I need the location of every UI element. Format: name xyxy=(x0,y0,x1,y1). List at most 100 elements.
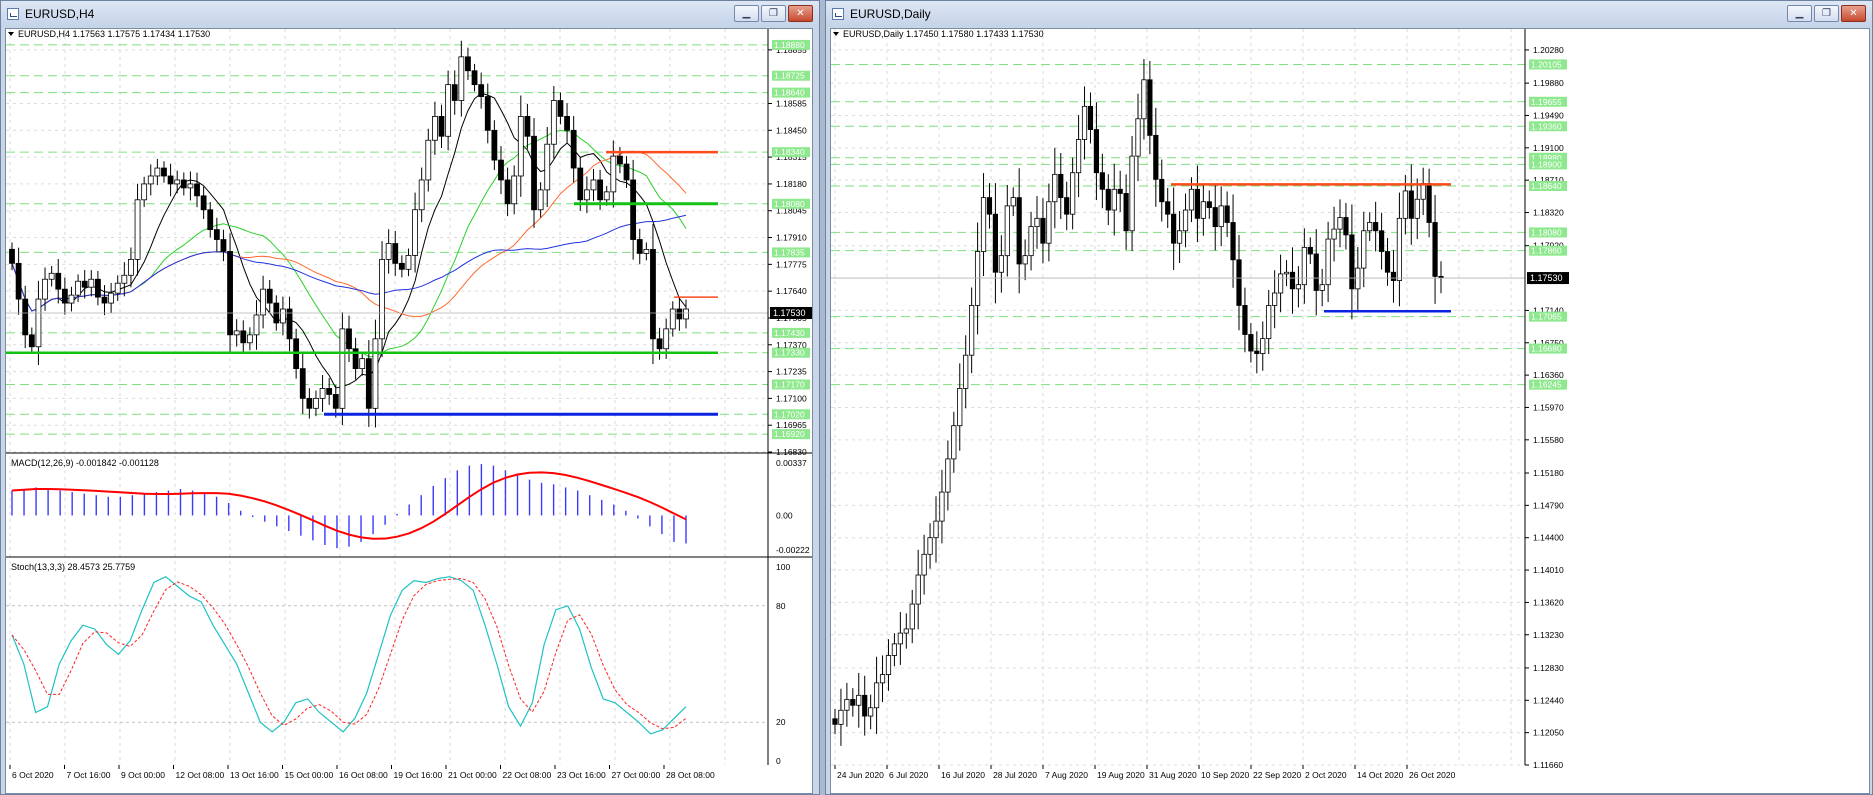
level-label: 1.18900 xyxy=(1531,159,1562,169)
close-button[interactable]: ✕ xyxy=(788,5,813,22)
candle-body xyxy=(48,272,55,280)
candle-body xyxy=(583,189,590,201)
level-label-box xyxy=(1529,379,1567,390)
price-tick-label: 1.19490 xyxy=(1533,110,1564,120)
time-label: 10 Sep 2020 xyxy=(1201,770,1249,780)
right-title-bar[interactable]: EURUSD,Daily ▁ ❐ ✕ xyxy=(826,1,1872,27)
minimize-button[interactable]: ▁ xyxy=(1787,5,1812,22)
level-label: 1.16680 xyxy=(1531,344,1562,354)
candle-body xyxy=(9,248,15,264)
candle-body xyxy=(1010,197,1016,207)
right-chart-area[interactable]: 1.20280 1.19880 1.19490 1.19100 1.18710 1.183… xyxy=(830,28,1870,794)
candle-body xyxy=(498,159,504,181)
macd-tick-label: -0.00222 xyxy=(776,545,810,555)
stoch-tick-label: 20 xyxy=(776,717,786,727)
candle-body xyxy=(1361,230,1367,269)
candle-body xyxy=(570,129,577,169)
price-tick-label: 1.18045 xyxy=(776,206,807,216)
close-button[interactable]: ✕ xyxy=(1841,5,1866,22)
level-label-box xyxy=(772,147,810,158)
level-label: 1.19655 xyxy=(1531,97,1562,107)
daily-chart-svg[interactable]: 1.20280 1.19880 1.19490 1.19100 1.18710 1.183… xyxy=(831,29,1870,794)
stoch-tick-label: 80 xyxy=(776,601,786,611)
candle-body xyxy=(915,574,921,605)
candle-body xyxy=(81,280,88,288)
candle-body xyxy=(42,278,48,300)
h4-chart-svg[interactable]: 1.188551.185851.184501.183151.181801.180… xyxy=(6,29,813,794)
candle-body xyxy=(974,251,981,306)
candle-body xyxy=(1384,251,1391,273)
right-chart-window[interactable]: EURUSD,Daily ▁ ❐ ✕ 1.20280 1.19880 1.19490… xyxy=(825,0,1873,795)
candle-body xyxy=(392,243,399,264)
candle-body xyxy=(1105,188,1111,211)
candle-body xyxy=(630,179,637,240)
stoch-tick-label: 100 xyxy=(776,562,790,572)
candle-body xyxy=(233,330,240,336)
candle-body xyxy=(425,139,432,181)
price-tick-label: 1.13230 xyxy=(1533,630,1564,640)
candle-body xyxy=(1277,273,1284,294)
price-tick-label: 1.20280 xyxy=(1533,45,1564,55)
level-label-box xyxy=(1529,245,1567,256)
candle-body xyxy=(359,358,366,369)
time-label: 26 Oct 2020 xyxy=(1409,770,1456,780)
time-label: 28 Jul 2020 xyxy=(993,770,1037,780)
candle-body xyxy=(1301,246,1307,286)
candle-body xyxy=(246,334,253,344)
time-label: 19 Aug 2020 xyxy=(1097,770,1145,780)
candle-body xyxy=(957,387,963,427)
candle-body xyxy=(1266,305,1272,340)
candle-body xyxy=(903,628,909,634)
left-title-bar[interactable]: EURUSD,H4 ▁ ❐ ✕ xyxy=(1,1,819,27)
restore-button[interactable]: ❐ xyxy=(1814,5,1839,22)
candle-body xyxy=(1289,271,1296,290)
restore-button[interactable]: ❐ xyxy=(761,5,786,22)
candle-body xyxy=(154,167,161,177)
candle-body xyxy=(1355,267,1361,290)
candle-body xyxy=(623,163,630,181)
price-tick-label: 1.14790 xyxy=(1533,500,1564,510)
candle-body xyxy=(885,655,892,675)
candle-body xyxy=(55,272,62,290)
candle-body xyxy=(1337,217,1343,230)
minimize-button[interactable]: ▁ xyxy=(734,5,759,22)
price-tick-label: 1.18320 xyxy=(1533,208,1564,218)
candle-body xyxy=(1390,271,1397,281)
candle-body xyxy=(832,718,838,725)
candle-body xyxy=(998,255,1004,273)
candle-body xyxy=(856,694,862,706)
price-tick-label: 1.17100 xyxy=(776,393,807,403)
candle-body xyxy=(339,328,346,409)
candle-body xyxy=(891,643,898,656)
time-label: 21 Oct 00:00 xyxy=(448,770,497,780)
candle-body xyxy=(544,143,551,191)
candle-body xyxy=(332,394,339,409)
price-tick-label: 1.17370 xyxy=(776,340,807,350)
candle-body xyxy=(240,330,247,344)
candle-body xyxy=(187,183,194,189)
candle-body xyxy=(1402,190,1408,219)
candle-body xyxy=(266,288,273,304)
candle-body xyxy=(550,100,557,145)
candle-body xyxy=(969,305,975,356)
level-label: 1.18725 xyxy=(774,71,805,81)
candle-body xyxy=(451,84,458,101)
time-label: 24 Jun 2020 xyxy=(837,770,884,780)
candle-body xyxy=(458,56,465,101)
candle-body xyxy=(862,694,868,717)
candle-body xyxy=(557,100,564,117)
left-chart-area[interactable]: 1.188551.185851.184501.183151.181801.180… xyxy=(5,28,813,794)
macd-tick-label: 0.00 xyxy=(776,510,793,520)
candle-body xyxy=(610,155,617,193)
price-tick-label: 1.13620 xyxy=(1533,597,1564,607)
time-label: 23 Oct 16:00 xyxy=(557,770,606,780)
candle-body xyxy=(1117,188,1123,194)
candle-body xyxy=(986,197,993,215)
candle-body xyxy=(1349,234,1355,290)
price-tick-label: 1.18180 xyxy=(776,179,807,189)
left-chart-window[interactable]: EURUSD,H4 ▁ ❐ ✕ 1.188551.185851.184501.1… xyxy=(0,0,820,795)
price-tick-label: 1.16750 xyxy=(1533,338,1564,348)
candle-body xyxy=(1248,334,1254,352)
candle-body xyxy=(432,116,438,141)
candle-body xyxy=(1295,284,1302,290)
